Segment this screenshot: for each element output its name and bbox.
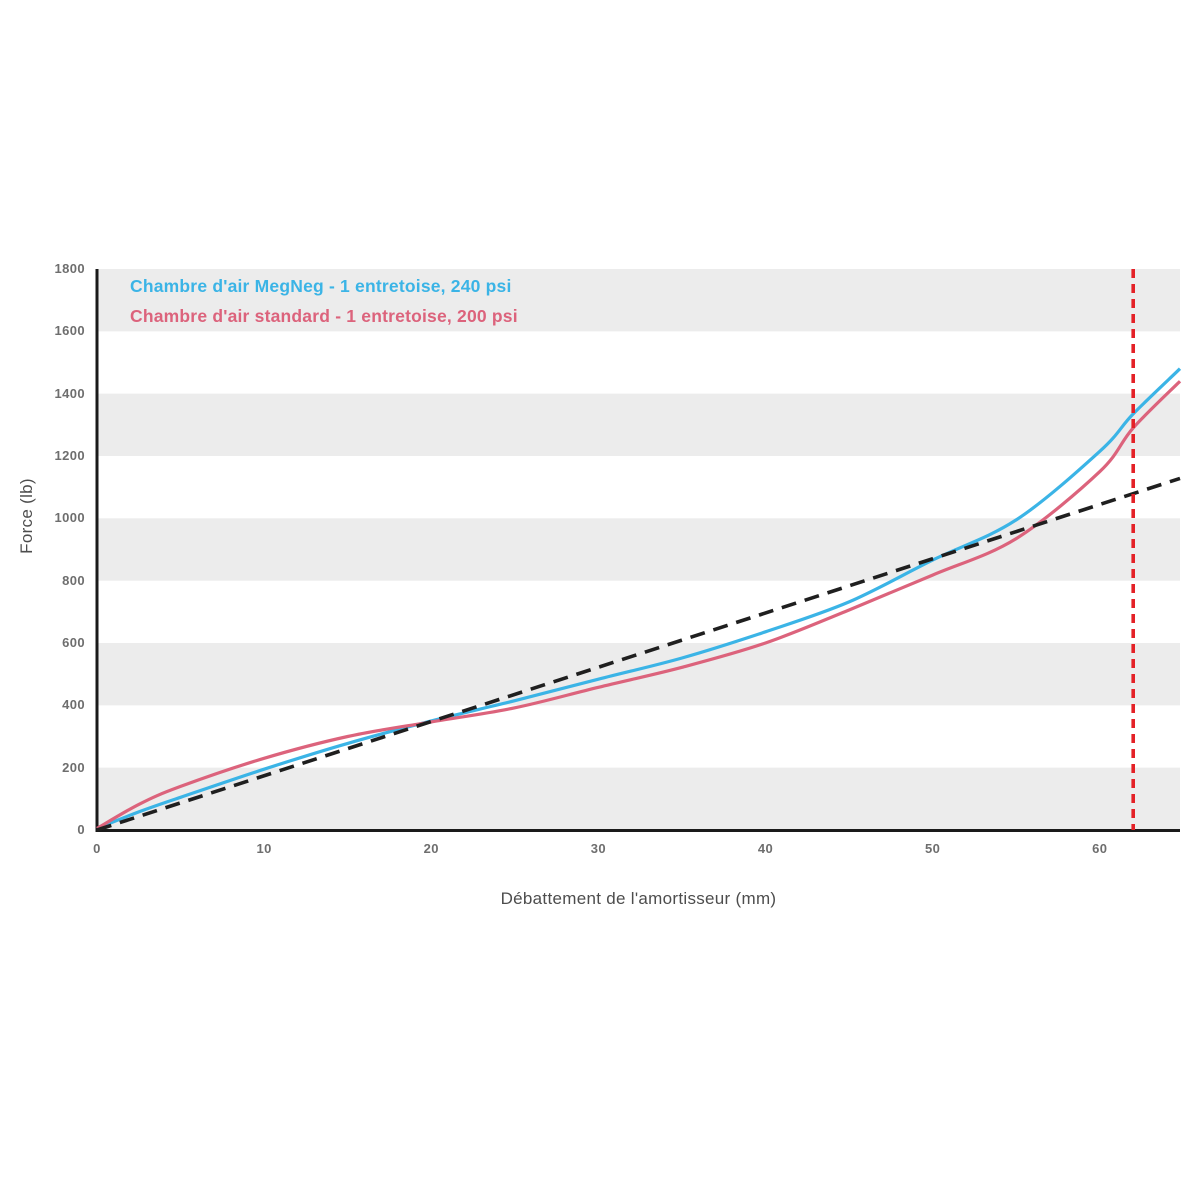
y-tick-label: 0 [77, 822, 85, 837]
y-tick-label: 1400 [54, 385, 85, 401]
y-tick-label: 1600 [54, 323, 85, 339]
chart-legend: Chambre d'air MegNeg - 1 entretoise, 240… [130, 271, 518, 331]
legend-item-standard: Chambre d'air standard - 1 entretoise, 2… [130, 306, 518, 326]
x-tick-label: 10 [256, 841, 272, 856]
x-tick-label: 20 [423, 841, 439, 856]
series-curve [96, 367, 1182, 830]
x-tick-label: 60 [1092, 841, 1108, 856]
y-tick-label: 1200 [54, 448, 85, 463]
x-axis-title: Débattement de l'amortisseur (mm) [500, 889, 777, 908]
y-tick-label: 800 [62, 572, 85, 588]
grid-band [97, 767, 1180, 830]
y-tick-label: 1000 [54, 510, 85, 526]
x-tick-label: 50 [925, 841, 941, 856]
y-tick-label: 600 [62, 635, 85, 650]
grid-band [97, 393, 1180, 456]
reference-dashed-line [96, 476, 1181, 832]
grid-band [97, 269, 1180, 332]
grid-band [97, 643, 1180, 706]
y-tick-label: 200 [62, 759, 85, 775]
series-curve [96, 380, 1182, 830]
x-tick-label: 40 [757, 841, 774, 856]
y-tick-label: 1800 [54, 261, 85, 276]
legend-item-megneg: Chambre d'air MegNeg - 1 entretoise, 240… [130, 276, 512, 296]
y-tick-label: 400 [62, 697, 85, 713]
grid-band [97, 518, 1180, 581]
x-tick-label: 30 [590, 841, 606, 856]
x-tick-label: 0 [93, 841, 101, 856]
